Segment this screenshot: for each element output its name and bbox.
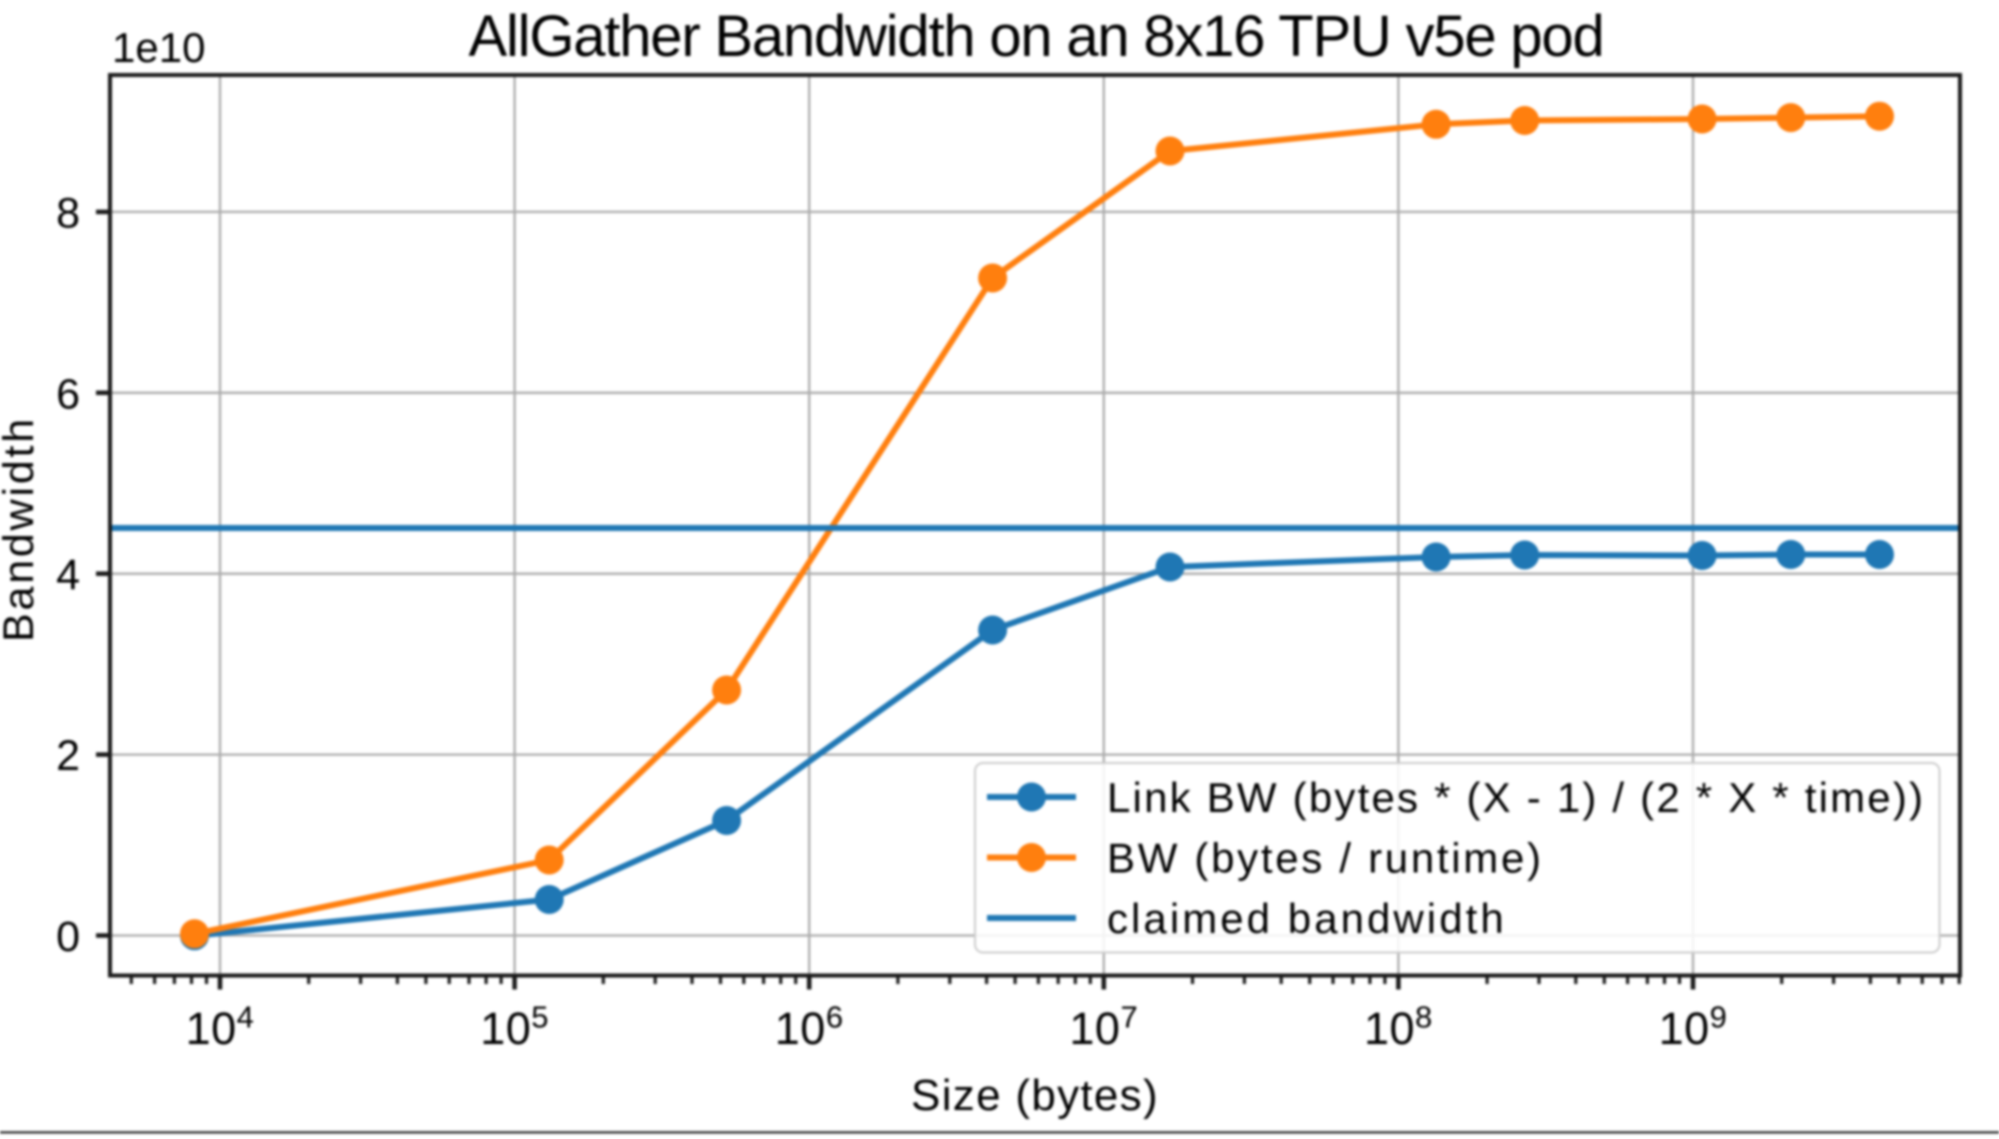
svg-text:2: 2 [56, 732, 80, 780]
svg-text:Size (bytes): Size (bytes) [911, 1071, 1159, 1120]
svg-text:BW (bytes / runtime): BW (bytes / runtime) [1107, 835, 1544, 882]
svg-text:0: 0 [56, 913, 80, 961]
svg-text:6: 6 [56, 370, 80, 418]
svg-text:1e10: 1e10 [112, 24, 205, 71]
svg-text:AllGather Bandwidth on an 8x16: AllGather Bandwidth on an 8x16 TPU v5e p… [468, 4, 1603, 69]
svg-text:8: 8 [56, 189, 80, 237]
svg-text:Bandwidth: Bandwidth [0, 416, 43, 642]
svg-text:Link BW (bytes * (X - 1) / (2: Link BW (bytes * (X - 1) / (2 * X * time… [1107, 774, 1925, 821]
svg-text:4: 4 [56, 551, 80, 599]
svg-text:claimed bandwidth: claimed bandwidth [1107, 895, 1507, 942]
